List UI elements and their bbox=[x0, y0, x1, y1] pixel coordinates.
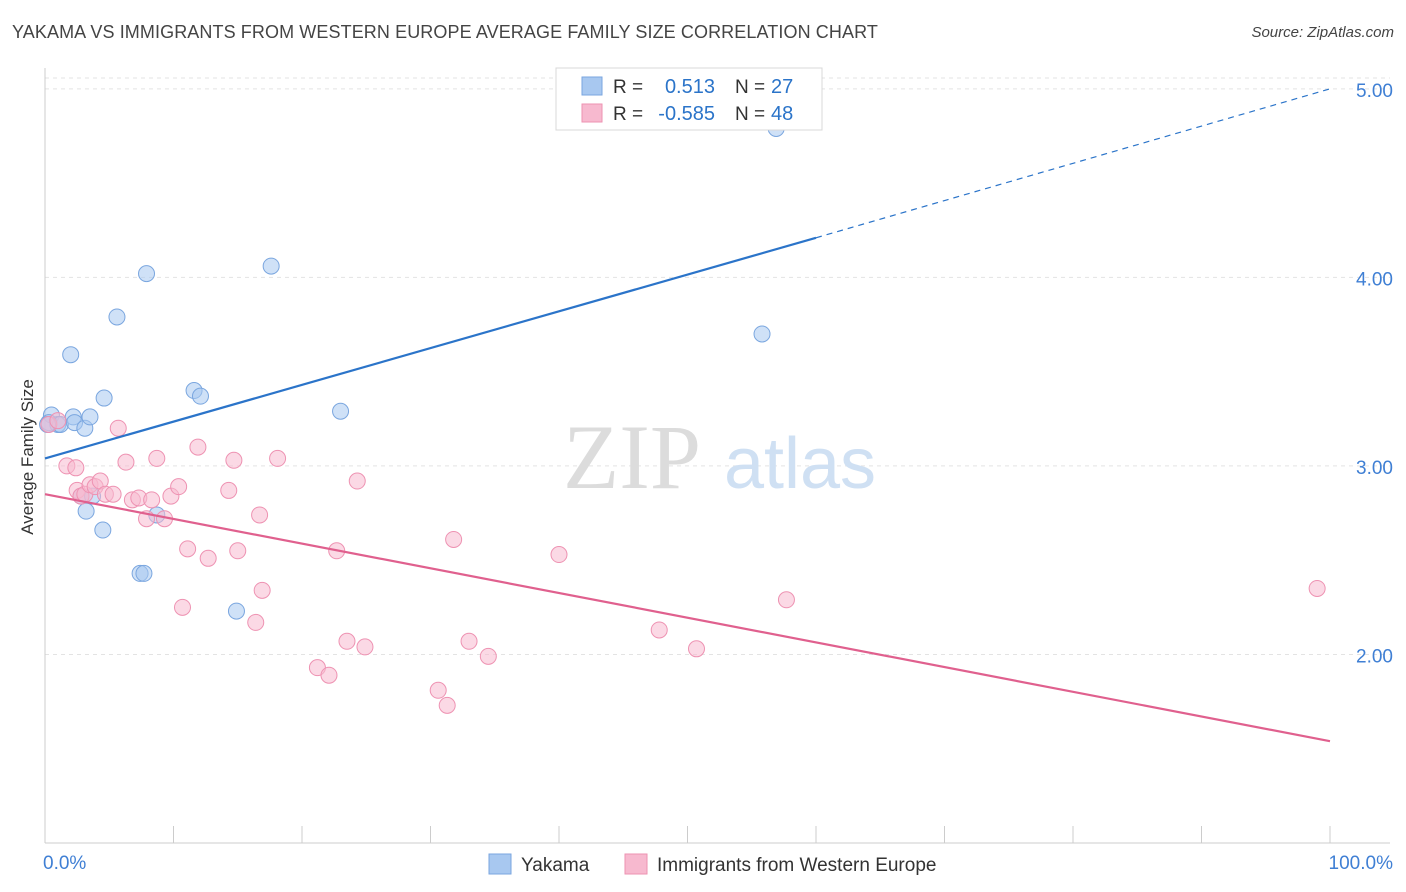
y-tick-label: 4.00 bbox=[1356, 269, 1393, 290]
chart-title: YAKAMA VS IMMIGRANTS FROM WESTERN EUROPE… bbox=[12, 22, 878, 42]
western-europe-point bbox=[429, 681, 447, 699]
western-europe-point bbox=[269, 449, 287, 467]
yakama-trendline-extension bbox=[815, 88, 1331, 239]
legend-r-value: -0.585 bbox=[658, 103, 715, 125]
western-europe-point bbox=[253, 581, 271, 599]
y-tick-label: 5.00 bbox=[1356, 81, 1393, 102]
legend-yakama-label: Yakama bbox=[521, 855, 590, 876]
y-tick-label: 2.00 bbox=[1356, 646, 1393, 667]
yakama-point bbox=[77, 502, 95, 520]
yakama-point bbox=[108, 308, 126, 326]
western-europe-point bbox=[445, 530, 463, 548]
western-europe-point bbox=[170, 478, 188, 496]
western-europe-point bbox=[650, 621, 668, 639]
western-europe-trendline bbox=[44, 493, 1331, 743]
western-europe-point bbox=[173, 598, 191, 616]
yakama-point bbox=[94, 521, 112, 539]
y-tick-label: 3.00 bbox=[1356, 458, 1393, 479]
legend-yakama-swatch bbox=[488, 853, 512, 875]
yakama-point bbox=[81, 408, 99, 426]
western-europe-point bbox=[348, 472, 366, 490]
western-europe-point bbox=[687, 640, 705, 658]
yakama-trendline bbox=[44, 236, 817, 460]
western-europe-point bbox=[479, 647, 497, 665]
x-tick-label: 0.0% bbox=[43, 853, 86, 874]
legend-n-value: 48 bbox=[771, 103, 793, 125]
western-europe-point bbox=[117, 453, 135, 471]
western-europe-point bbox=[148, 449, 166, 467]
y-axis-label: Average Family Size bbox=[18, 379, 37, 535]
legend-n-value: 27 bbox=[771, 76, 793, 98]
western-europe-swatch bbox=[581, 103, 603, 123]
yakama-swatch bbox=[581, 76, 603, 96]
western-europe-point bbox=[460, 632, 478, 650]
western-europe-point bbox=[229, 542, 247, 560]
western-europe-point bbox=[438, 696, 456, 714]
yakama-point bbox=[753, 325, 771, 343]
western-europe-point bbox=[104, 485, 122, 503]
yakama-point bbox=[227, 602, 245, 620]
yakama-point bbox=[95, 389, 113, 407]
watermark-zip: ZIP bbox=[563, 406, 701, 508]
yakama-point bbox=[262, 257, 280, 275]
legend-n-label: N = bbox=[735, 104, 765, 125]
western-europe-point bbox=[247, 613, 265, 631]
legend-r-value: 0.513 bbox=[665, 76, 715, 98]
legend-western-europe-swatch bbox=[624, 853, 648, 875]
western-europe-point bbox=[179, 540, 197, 558]
yakama-point bbox=[138, 265, 156, 283]
western-europe-point bbox=[220, 481, 238, 499]
source-label: Source: ZipAtlas.com bbox=[1251, 24, 1394, 41]
western-europe-point bbox=[1308, 579, 1326, 597]
legend-western-europe-label: Immigrants from Western Europe bbox=[657, 855, 936, 876]
yakama-point bbox=[332, 402, 350, 420]
western-europe-point bbox=[199, 549, 217, 567]
legend-r-label: R = bbox=[613, 104, 643, 125]
western-europe-point bbox=[550, 546, 568, 564]
western-europe-point bbox=[67, 459, 85, 477]
x-tick-label: 100.0% bbox=[1329, 853, 1394, 874]
western-europe-point bbox=[338, 632, 356, 650]
watermark-atlas: atlas bbox=[724, 424, 876, 504]
yakama-point bbox=[62, 346, 80, 364]
western-europe-point bbox=[109, 419, 127, 437]
western-europe-point bbox=[143, 491, 161, 509]
legend-r-label: R = bbox=[613, 77, 643, 98]
western-europe-point bbox=[320, 666, 338, 684]
western-europe-point bbox=[356, 638, 374, 656]
yakama-point bbox=[135, 564, 153, 582]
western-europe-point bbox=[251, 506, 269, 524]
western-europe-point bbox=[49, 412, 67, 430]
yakama-point bbox=[191, 387, 209, 405]
western-europe-point bbox=[225, 451, 243, 469]
legend-n-label: N = bbox=[735, 77, 765, 98]
western-europe-point bbox=[189, 438, 207, 456]
western-europe-point bbox=[777, 591, 795, 609]
